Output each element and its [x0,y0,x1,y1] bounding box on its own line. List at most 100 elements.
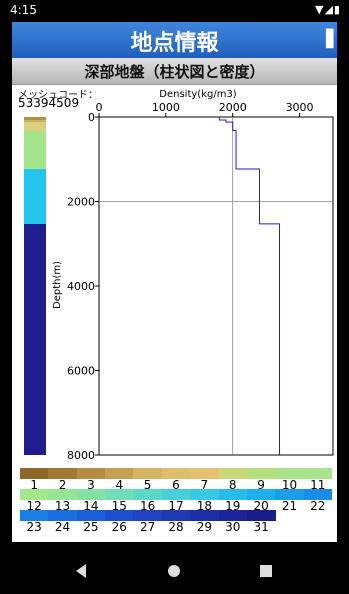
legend-label: 29 [196,520,212,534]
legend-swatch [161,468,191,479]
legend-label: 28 [168,520,184,534]
column-layer [24,168,46,224]
legend-label: 10 [281,478,298,492]
legend-label: 16 [139,499,156,513]
legend-swatch [190,468,220,479]
y-tick-label: 0 [88,111,95,124]
y-tick-label: 6000 [67,365,95,378]
subtitle-bar: 深部地盤（柱状図と密度） [12,58,337,85]
legend-swatch [218,510,248,521]
legend-swatch [218,489,248,500]
status-bar: 4:15 ▼◢▮ [0,0,349,22]
legend-label: 8 [228,478,237,492]
x-tick-label: 0 [96,101,103,114]
legend-label: 18 [196,499,212,513]
legend-label: 7 [200,478,209,492]
legend-label: 3 [87,478,95,492]
legend-label: 20 [253,499,269,513]
legend-swatch [133,510,163,521]
x-tick-label: 1000 [152,101,180,114]
column-layer [24,223,46,455]
legend-swatch [303,489,333,500]
title-bar: 地点情報 ■ ■ ■ [12,22,337,58]
legend-label: 22 [310,499,326,513]
y-tick-label: 2000 [67,196,95,209]
legend-swatch [76,489,106,500]
legend-swatch [246,489,276,500]
legend-swatch [48,489,78,500]
legend-swatch [20,510,49,521]
x-tick-label: 3000 [286,101,314,114]
legend-swatch [20,489,49,500]
legend-swatch [105,510,134,521]
home-button[interactable] [162,561,186,581]
legend-label: 9 [257,478,265,492]
column-layer [24,122,46,131]
plot-frame [98,116,334,456]
legend-label: 26 [111,520,127,534]
legend-swatch [161,510,191,521]
legend-swatch [246,510,276,521]
legend-label: 2 [58,478,67,492]
section-title: 深部地盤（柱状図と密度） [84,63,265,81]
layer-legend: 1 2 3 4 5 6 7 8 9 10 11 12 13 14 15 16 17 18 19 20 21 22 23 24 2… [20,468,333,534]
home-icon [168,565,180,577]
legend-swatch [105,468,134,479]
recents-button[interactable] [254,561,278,581]
boring-column [24,117,46,455]
column-layer [24,130,46,169]
back-icon [76,564,86,578]
status-time: 4:15 [10,3,37,17]
legend-label: 1 [30,478,38,492]
legend-swatch [105,489,134,500]
legend-swatch [76,510,106,521]
mesh-code-value: 53394509 [18,96,80,110]
y-axis-label: Depth(m) [52,261,63,309]
legend-swatch [303,468,333,479]
legend-label: 14 [83,499,99,513]
y-tick-label: 8000 [67,449,95,462]
legend-label: 27 [139,520,156,534]
x-tick-label: 2000 [219,101,247,114]
legend-label: 24 [54,520,71,534]
y-tick-label: 4000 [67,280,95,293]
legend-label: 4 [115,478,124,492]
legend-label: 30 [225,520,241,534]
legend-swatch [190,510,220,521]
legend-swatch [48,510,78,521]
column-layer [24,119,46,123]
legend-label: 11 [310,478,326,492]
legend-label: 31 [253,520,269,534]
chart-title: Density(kg/m3) [159,89,237,100]
legend-label: 12 [26,499,42,513]
legend-swatch [48,468,78,479]
legend-label: 17 [168,499,184,513]
legend-swatch [190,489,220,500]
density-profile-line [218,117,281,455]
status-icons: ▼◢▮ [315,3,341,16]
recents-icon [260,565,272,577]
page-title: 地点情報 [130,31,219,56]
legend-swatch [133,489,163,500]
back-button[interactable] [70,561,94,581]
legend-swatch [275,468,305,479]
density-chart: Density(kg/m3) 0 1000 2000 3000 0 2000 4000 600… [52,89,334,462]
legend-label: 15 [111,499,127,513]
legend-swatch [20,468,49,479]
legend-swatch [275,489,305,500]
app-window: 地点情報 ■ ■ ■ 深部地盤（柱状図と密度） メッシュコード： 53394509 … [12,22,337,542]
legend-swatch [161,489,191,500]
legend-label: 21 [281,499,298,513]
legend-swatch [76,468,106,479]
navigation-bar [0,549,349,594]
legend-label: 6 [172,478,180,492]
legend-swatch [133,468,163,479]
mesh-code-label: メッシュコード： [18,90,98,101]
legend-label: 23 [26,520,42,534]
legend-label: 5 [143,478,152,492]
legend-label: 13 [54,499,71,513]
legend-label: 25 [83,520,99,534]
legend-label: 19 [225,499,241,513]
column-layer [24,117,46,120]
legend-swatch [218,468,248,479]
